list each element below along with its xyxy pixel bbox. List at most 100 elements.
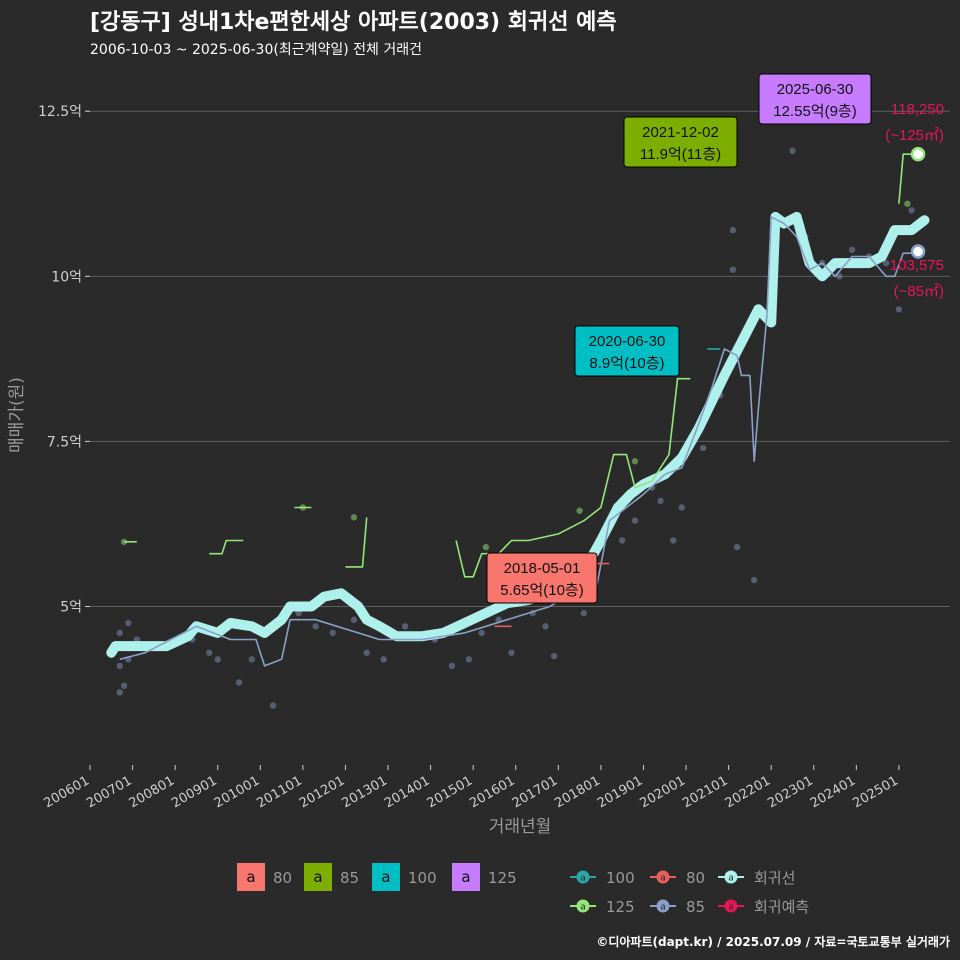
scatter-point-85 (125, 619, 132, 627)
scatter-point-85 (699, 444, 707, 452)
legend-marker-125 (576, 899, 590, 913)
legend-marker-80 (656, 870, 670, 884)
legend-swatch-glyph: a (313, 868, 322, 886)
series-line-125 (455, 377, 691, 578)
scatter-point-85 (848, 246, 856, 254)
x-tick-label: 201301 (340, 773, 390, 811)
annotation-box (623, 116, 738, 168)
legend-label-85: 85 (340, 869, 359, 887)
scatter-point-85 (789, 147, 796, 155)
scatter-point-85 (542, 623, 549, 630)
legend-label-100: 100 (408, 869, 437, 887)
scatter-point-85 (448, 662, 456, 670)
legend-marker-회귀선 (724, 870, 738, 884)
scatter-point-85 (631, 517, 639, 524)
annotation-box (486, 552, 598, 604)
x-tick-label: 202301 (765, 773, 815, 811)
legend-marker-glyph: a (660, 903, 666, 913)
scatter-point-85 (670, 537, 677, 544)
x-tick-label: 201701 (510, 773, 560, 811)
legend-line-label-80: 80 (686, 869, 705, 887)
x-tick-label: 201501 (425, 773, 475, 811)
x-tick-label: 201101 (254, 773, 304, 811)
scatter-point-85 (214, 656, 221, 663)
scatter-point-85 (235, 679, 243, 686)
scatter-point-85 (836, 273, 843, 280)
annotation-box (758, 73, 872, 125)
scatter-point-85 (550, 652, 558, 660)
scatter-point-85 (580, 609, 588, 617)
annotation-price: 5.65억(10층) (500, 582, 583, 599)
scatter-point-85 (116, 662, 124, 670)
x-tick-label: 201201 (297, 773, 347, 811)
scatter-point-85 (401, 623, 409, 630)
annotation-date: 2025-06-30 (777, 81, 854, 98)
scatter-point-125 (904, 200, 911, 207)
x-tick-label: 201801 (552, 773, 602, 811)
annotation-date: 2020-06-30 (589, 333, 666, 350)
scatter-point-85 (295, 609, 302, 617)
chart-subtitle: 2006-10-03 ~ 2025-06-30(최근계약일) 전체 거래건 (90, 42, 422, 58)
x-tick-label: 201901 (595, 773, 645, 811)
legend-line-label-회귀예측: 회귀예측 (754, 898, 809, 916)
scatter-point-85 (120, 682, 128, 689)
x-axis-title: 거래년월 (489, 817, 552, 837)
x-tick-label: 202401 (808, 773, 858, 811)
scatter-point-85 (116, 629, 124, 637)
legend-marker-회귀예측 (724, 899, 738, 913)
scatter-point-85 (206, 649, 213, 656)
scatter-point-85 (908, 207, 915, 214)
legend-line-label-85: 85 (686, 898, 705, 916)
scatter-point-85 (750, 576, 758, 584)
forecast-area-label: (~125㎡) (885, 127, 944, 144)
scatter-point-85 (312, 623, 319, 630)
scatter-point-85 (478, 629, 485, 637)
annotation-2020-06-30: 2020-06-30 8.9억(10층) (574, 325, 680, 377)
scatter-point-125 (631, 458, 639, 465)
legend-label-80: 80 (273, 869, 292, 887)
scatter-point-85 (465, 656, 473, 663)
scatter-point-85 (350, 616, 358, 623)
series-line-125 (898, 153, 916, 204)
annotation-price: 11.9억(11층) (640, 146, 721, 163)
legend-marker-glyph: a (580, 874, 586, 884)
scatter-point-85 (882, 259, 890, 267)
scatter-point-85 (657, 497, 664, 505)
scatter-point-85 (508, 649, 515, 656)
x-tick-label: 202101 (680, 773, 730, 811)
annotation-date: 2021-12-02 (642, 124, 719, 141)
legend-line-label-125: 125 (606, 898, 635, 916)
series-line-85 (119, 216, 921, 667)
x-tick-label: 201401 (382, 773, 432, 811)
scatter-point-85 (733, 543, 741, 551)
y-tick-label: 7.5억 (47, 434, 82, 450)
scatter-point-85 (618, 537, 626, 544)
scatter-point-125 (576, 507, 583, 514)
legend-marker-glyph: a (728, 903, 734, 913)
forecast-value-label: 118,250 (891, 101, 944, 118)
scatter-point-125 (482, 543, 490, 551)
forecast-area-label: (~85㎡) (894, 283, 944, 300)
x-tick-label: 202001 (638, 773, 688, 811)
annotation-box (574, 325, 680, 377)
scatter-point-85 (269, 702, 277, 709)
legend-swatch-glyph: a (461, 868, 470, 886)
end-point-85 (910, 244, 926, 259)
x-tick-label: 200901 (169, 773, 219, 811)
x-tick-label: 200701 (84, 773, 134, 811)
scatter-point-85 (895, 306, 903, 313)
scatter-point-85 (678, 504, 685, 511)
y-tick-label: 10억 (51, 269, 82, 285)
x-tick-label: 201001 (212, 773, 262, 811)
legend-marker-glyph: a (660, 874, 666, 884)
forecast-value-label: 103,575 (890, 257, 944, 274)
x-tick-label: 201601 (467, 773, 517, 811)
y-tick-label: 5억 (60, 600, 82, 616)
legend-marker-glyph: a (580, 903, 586, 913)
series-line-125 (209, 539, 244, 555)
legend-marker-85 (656, 899, 670, 913)
chart-title: [강동구] 성내1차e편한세상 아파트(2003) 회귀선 예측 (90, 10, 617, 35)
legend-swatch-glyph: a (381, 868, 390, 886)
legend-label-125: 125 (488, 869, 517, 887)
